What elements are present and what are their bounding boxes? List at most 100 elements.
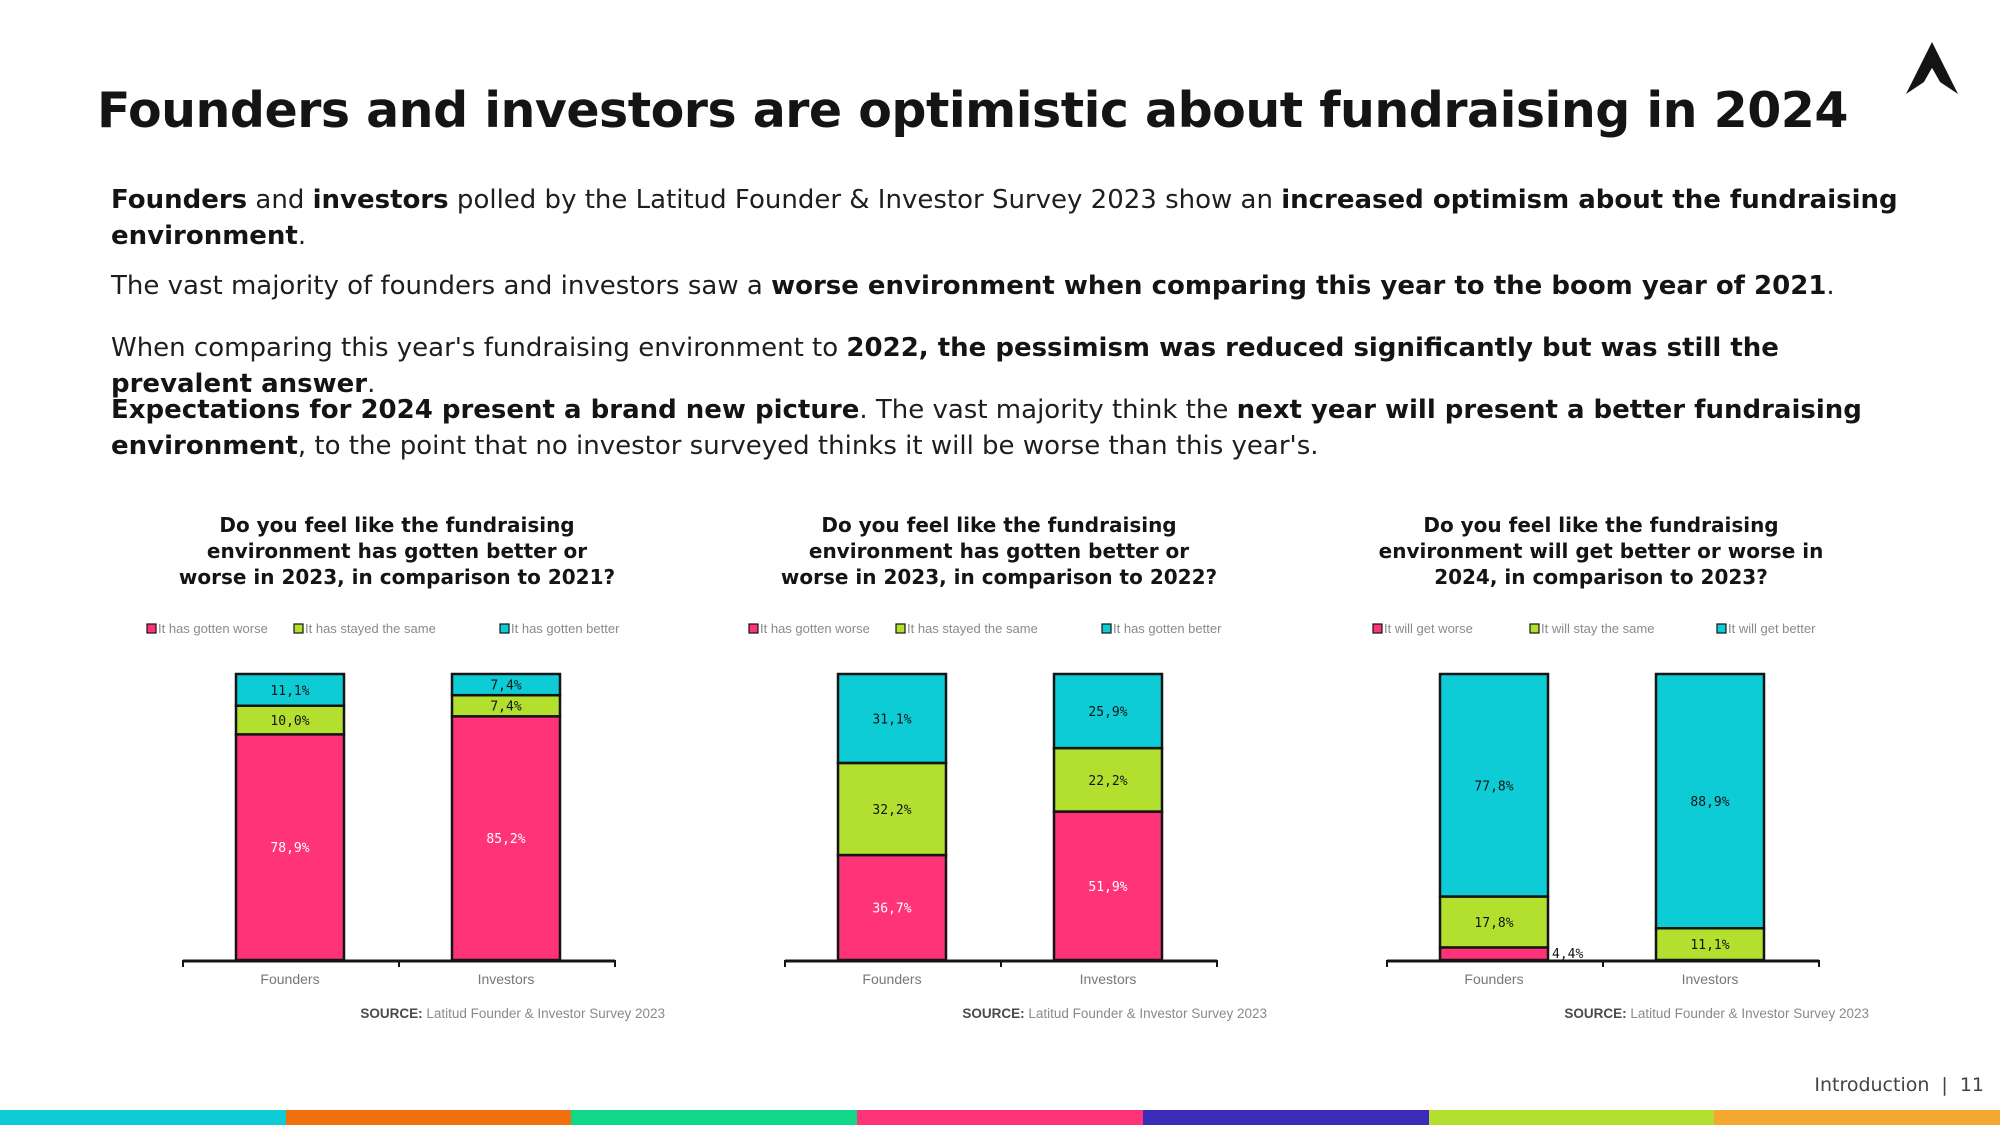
paragraph-run: Expectations for 2024 present a brand ne… <box>111 395 860 425</box>
color-stripe <box>1142 1110 1429 1125</box>
source-note: SOURCE: Latitud Founder & Investor Surve… <box>1564 1006 1869 1021</box>
legend-label: It has gotten better <box>1113 621 1222 636</box>
data-label: 17,8% <box>1474 916 1513 931</box>
data-label: 7,4% <box>490 700 521 715</box>
bar-segment <box>1654 927 1766 962</box>
paragraph-run: 2022, the pessimism was reduced signific… <box>111 333 1779 399</box>
chart-2024-expectations: Do you feel like the fundraising environ… <box>1321 512 1881 1032</box>
color-stripe <box>571 1110 858 1125</box>
bar-segment <box>450 672 562 697</box>
legend-swatch <box>146 623 157 634</box>
legend-item: It will stay the same <box>1529 621 1654 636</box>
stacked-bar-chart: It has gotten worse It has stayed the sam… <box>748 621 1222 987</box>
mountain-peak-logo-icon <box>1906 42 1958 94</box>
x-tick-label: Founders <box>260 971 319 987</box>
data-label: 25,9% <box>1088 705 1127 720</box>
legend-label: It will stay the same <box>1541 621 1654 636</box>
paragraph-run: , to the point that no investor surveyed… <box>297 431 1319 461</box>
bar-segment <box>234 733 346 962</box>
paragraph-run: . <box>1826 271 1835 301</box>
legend-swatch <box>1372 623 1383 634</box>
paragraph-run: investors <box>312 185 449 215</box>
bar-segment <box>234 672 346 707</box>
legend-item: It will get better <box>1716 621 1816 636</box>
paragraph-run: The vast majority of founders and invest… <box>111 271 772 301</box>
legend-label: It has gotten better <box>511 621 620 636</box>
source-note: SOURCE: Latitud Founder & Investor Surve… <box>360 1006 665 1021</box>
paragraph-run: When comparing this year's fundraising e… <box>111 333 847 363</box>
paragraph-run: worse environment when comparing this ye… <box>771 271 1827 301</box>
color-stripe <box>285 1110 572 1125</box>
legend-item: It has gotten better <box>499 621 620 636</box>
paragraph-run: . The vast majority think the <box>859 395 1237 425</box>
comparison-2022-paragraph: When comparing this year's fundraising e… <box>111 330 1911 402</box>
legend-label: It has gotten worse <box>158 621 268 636</box>
data-label: 22,2% <box>1088 774 1127 789</box>
legend-item: It will get worse <box>1372 621 1473 636</box>
x-tick-label: Founders <box>1464 971 1523 987</box>
stacked-bar-chart: It will get worse It will stay the same It… <box>1372 621 1820 987</box>
legend-label: It has gotten worse <box>760 621 870 636</box>
legend-item: It has gotten worse <box>146 621 268 636</box>
paragraph-run: polled by the Latitud Founder & Investor… <box>448 185 1282 215</box>
chart-title: Do you feel like the fundraising environ… <box>1378 513 1824 589</box>
stacked-bar-chart: It has gotten worse It has stayed the sam… <box>146 621 620 987</box>
x-tick-label: Investors <box>1080 971 1137 987</box>
chart-vs-2022: Do you feel like the fundraising environ… <box>719 512 1279 1032</box>
data-label: 11,1% <box>1690 938 1729 953</box>
data-label: 51,9% <box>1088 880 1127 895</box>
bar-segment <box>836 853 948 962</box>
x-tick-label: Founders <box>862 971 921 987</box>
chart-title: Do you feel like the fundraising environ… <box>780 513 1218 589</box>
legend-swatch <box>1101 623 1112 634</box>
legend-swatch <box>293 623 304 634</box>
data-label: 77,8% <box>1474 779 1513 794</box>
footer-separator: | <box>1941 1074 1948 1096</box>
paragraph-run: Founders <box>111 185 248 215</box>
bar-segment <box>1052 746 1164 813</box>
color-stripe <box>1714 1110 2000 1125</box>
data-label: 78,9% <box>270 841 309 856</box>
data-label: 36,7% <box>872 902 911 917</box>
legend-swatch <box>1529 623 1540 634</box>
expectations-2024-paragraph: Expectations for 2024 present a brand ne… <box>111 392 1911 464</box>
bar-segment <box>450 715 562 962</box>
legend-item: It has gotten better <box>1101 621 1222 636</box>
section-name: Introduction <box>1814 1074 1930 1096</box>
data-label: 31,1% <box>872 712 911 727</box>
data-label: 7,4% <box>490 679 521 694</box>
page-footer: Introduction | 11 <box>1814 1074 1984 1096</box>
data-label: 32,2% <box>872 803 911 818</box>
data-label: 4,4% <box>1552 947 1583 962</box>
data-label: 85,2% <box>486 832 525 847</box>
bar-segment <box>1438 895 1550 949</box>
bar-segment <box>836 761 948 857</box>
legend-label: It has stayed the same <box>305 621 436 636</box>
data-label: 10,0% <box>270 714 309 729</box>
legend-swatch <box>895 623 906 634</box>
bar-segment <box>1654 672 1766 930</box>
paragraph-run: . <box>297 221 307 251</box>
color-stripe <box>1428 1110 1715 1125</box>
comparison-2021-paragraph: The vast majority of founders and invest… <box>111 268 1911 304</box>
page-title: Founders and investors are optimistic ab… <box>97 82 1848 139</box>
x-tick-label: Investors <box>1682 971 1739 987</box>
data-label: 11,1% <box>270 684 309 699</box>
legend-item: It has stayed the same <box>293 621 436 636</box>
legend-label: It will get better <box>1728 621 1816 636</box>
bar-segment <box>1052 672 1164 750</box>
legend-item: It has gotten worse <box>748 621 870 636</box>
color-stripe <box>857 1110 1143 1125</box>
legend-swatch <box>1716 623 1727 634</box>
paragraph-run: and <box>247 185 313 215</box>
legend-swatch <box>499 623 510 634</box>
paragraph-run: . <box>367 369 376 399</box>
bar-segment <box>234 704 346 736</box>
paragraph-run: increased optimism about the fundraising… <box>111 185 1898 251</box>
bar-segment <box>836 672 948 765</box>
intro-paragraph: Founders and investors polled by the Lat… <box>111 182 1911 254</box>
legend-item: It has stayed the same <box>895 621 1038 636</box>
color-stripe <box>0 1110 286 1125</box>
x-tick-label: Investors <box>478 971 535 987</box>
legend-swatch <box>748 623 759 634</box>
